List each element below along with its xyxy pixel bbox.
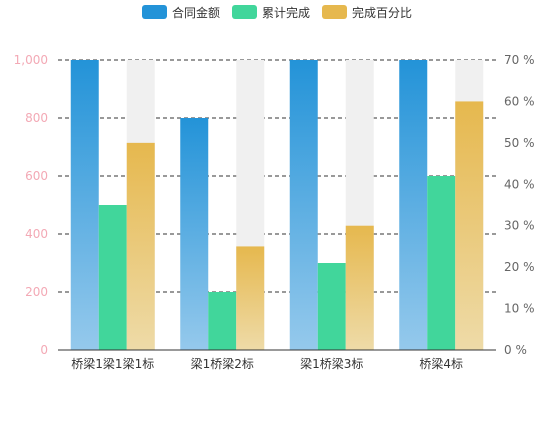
bar-cumulative-completed [208,292,237,350]
left-axis-tick-label: 200 [25,285,48,299]
bar-contract-amount [289,60,318,350]
axes: 0 200 400 600 800 1,000 0 % 10 % 20 % 30 % 40 % 50 … [14,53,535,371]
left-axis-tick-label: 1,000 [14,53,48,67]
left-axis-tick-label: 600 [25,169,48,183]
bar-completion-percent [455,101,484,350]
category-label: 梁1桥梁2标 [191,356,254,371]
legend: 合同金额 累计完成 完成百分比 [142,5,412,20]
legend-label[interactable]: 累计完成 [262,5,310,20]
legend-swatch[interactable] [142,5,167,19]
left-axis-tick-label: 800 [25,111,48,125]
category-label: 梁1桥梁3标 [300,356,363,371]
bar-cumulative-completed [98,205,127,350]
bar-cumulative-completed [317,263,346,350]
bar-completion-percent [236,246,265,350]
bar-completion-percent [345,225,374,350]
legend-swatch[interactable] [232,5,257,19]
right-axis-tick-label: 70 % [504,53,535,67]
right-axis-tick-label: 0 % [504,343,527,357]
right-axis-tick-label: 50 % [504,136,535,150]
left-axis-tick-label: 400 [25,227,48,241]
right-axis-tick-label: 60 % [504,94,535,108]
right-axis-tick-label: 20 % [504,260,535,274]
right-axis-tick-label: 40 % [504,177,535,191]
category-label: 桥梁1梁1梁1标 [71,356,154,371]
right-axis-tick-label: 10 % [504,302,535,316]
bars [70,60,484,350]
legend-label[interactable]: 完成百分比 [352,5,412,20]
bar-completion-percent [126,142,155,350]
right-axis-tick-label: 30 % [504,219,535,233]
bar-contract-amount [399,60,428,350]
legend-label[interactable]: 合同金额 [172,5,220,20]
bar-contract-amount [180,118,209,350]
left-axis-tick-label: 0 [40,343,48,357]
category-label: 桥梁4标 [419,356,463,371]
bar-contract-amount [70,60,99,350]
bar-cumulative-completed [427,176,456,350]
legend-swatch[interactable] [322,5,347,19]
